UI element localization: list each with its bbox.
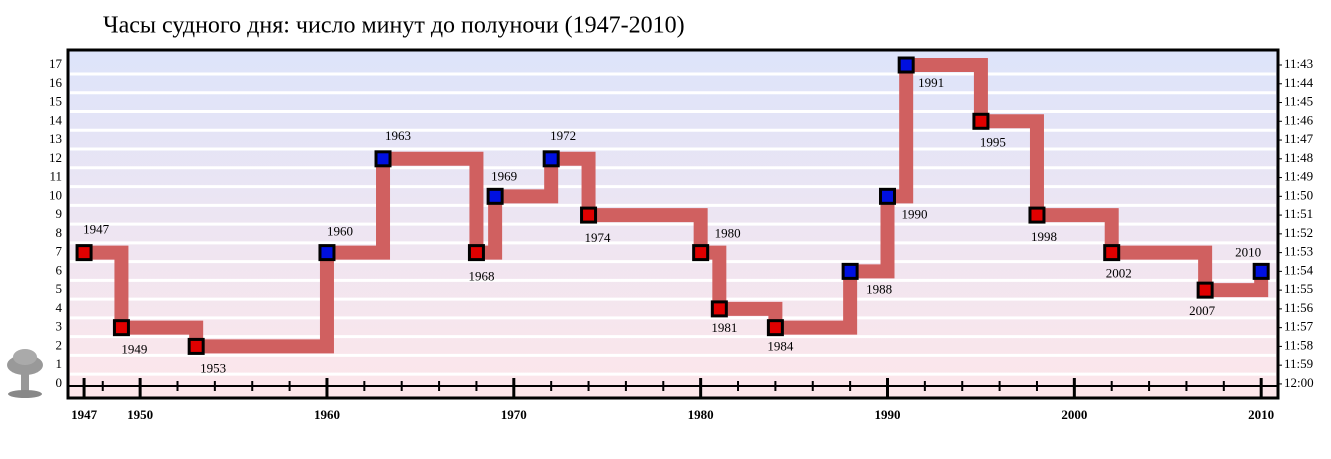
y2-tick-label: 11:56 (1284, 300, 1314, 315)
y2-tick-label: 11:57 (1284, 319, 1314, 334)
step-line (84, 58, 1269, 354)
y-tick-label: 11 (49, 169, 62, 184)
point-label: 1991 (918, 75, 944, 90)
y-tick-label: 0 (56, 375, 63, 390)
marker (1196, 281, 1214, 299)
point-label: 1953 (200, 360, 226, 375)
point-label: 1998 (1031, 229, 1057, 244)
marker (692, 244, 710, 262)
point-label: 1984 (767, 339, 794, 354)
x-tick-label: 1960 (314, 407, 340, 422)
marker (318, 244, 336, 262)
x-tick-label: 1970 (501, 407, 527, 422)
marker (1252, 262, 1270, 280)
x-tick-label: 2000 (1061, 407, 1087, 422)
point-label: 1981 (711, 320, 737, 335)
y-tick-label: 16 (49, 75, 63, 90)
y2-tick-label: 12:00 (1284, 375, 1314, 390)
point-label: 1995 (980, 134, 1006, 149)
point-label: 1947 (83, 222, 110, 237)
marker (75, 244, 93, 262)
marker (467, 244, 485, 262)
marker (841, 262, 859, 280)
marker (972, 112, 990, 130)
y-tick-label: 7 (56, 244, 63, 259)
y2-tick-label: 11:55 (1284, 281, 1313, 296)
point-label: 2002 (1106, 266, 1132, 281)
y2-tick-label: 11:59 (1284, 356, 1313, 371)
marker (766, 319, 784, 337)
point-label: 1988 (866, 281, 892, 296)
y-tick-label: 9 (56, 206, 63, 221)
point-label: 1972 (550, 128, 576, 143)
x-tick-label: 2010 (1248, 407, 1274, 422)
x-tick-label: 1980 (688, 407, 714, 422)
marker (112, 319, 130, 337)
mushroom-icon (7, 349, 43, 398)
y-tick-label: 3 (56, 319, 63, 334)
marker (187, 337, 205, 355)
marker (486, 187, 504, 205)
marker (580, 206, 598, 224)
marker (1028, 206, 1046, 224)
y-tick-label: 13 (49, 131, 62, 146)
y-tick-label: 5 (56, 281, 63, 296)
y-tick-label: 1 (56, 356, 63, 371)
point-label: 1974 (585, 230, 612, 245)
marker (542, 150, 560, 168)
point-label: 1960 (327, 224, 353, 239)
point-label: 1990 (901, 206, 927, 221)
y-tick-label: 15 (49, 94, 62, 109)
marker (897, 56, 915, 74)
chart-title: Часы судного дня: число минут до полуноч… (103, 13, 685, 39)
y2-tick-label: 11:52 (1284, 225, 1313, 240)
y2-tick-label: 11:44 (1284, 75, 1314, 90)
y2-tick-label: 11:53 (1284, 244, 1313, 259)
y-tick-label: 10 (49, 187, 62, 202)
point-label: 2010 (1235, 244, 1261, 259)
y-tick-label: 4 (56, 300, 63, 315)
x-tick-label: 1947 (71, 407, 98, 422)
plot-frame (66, 48, 1280, 400)
y-tick-label: 2 (56, 337, 63, 352)
marker (878, 187, 896, 205)
point-label: 1969 (491, 168, 517, 183)
point-label: 1963 (385, 128, 411, 143)
x-tick-label: 1990 (874, 407, 900, 422)
point-label: 1980 (715, 226, 741, 241)
y-tick-label: 8 (56, 225, 63, 240)
y-tick-label: 6 (56, 262, 63, 277)
y2-tick-label: 11:48 (1284, 150, 1313, 165)
y2-tick-label: 11:58 (1284, 337, 1313, 352)
marker (374, 150, 392, 168)
y2-tick-label: 11:46 (1284, 112, 1314, 127)
point-label: 1968 (468, 269, 494, 284)
y2-tick-label: 11:54 (1284, 262, 1314, 277)
point-label: 1949 (121, 342, 147, 357)
y-tick-label: 14 (49, 112, 63, 127)
marker (1103, 244, 1121, 262)
marker (710, 300, 728, 318)
y-tick-label: 12 (49, 150, 62, 165)
y2-tick-label: 11:51 (1284, 206, 1313, 221)
y2-tick-label: 11:47 (1284, 131, 1314, 146)
point-label: 2007 (1189, 303, 1216, 318)
y2-tick-label: 11:49 (1284, 169, 1313, 184)
y2-tick-label: 11:45 (1284, 94, 1313, 109)
y2-tick-label: 11:50 (1284, 187, 1313, 202)
x-tick-label: 1950 (127, 407, 153, 422)
y2-tick-label: 11:43 (1284, 56, 1313, 71)
y-tick-label: 17 (49, 56, 63, 71)
